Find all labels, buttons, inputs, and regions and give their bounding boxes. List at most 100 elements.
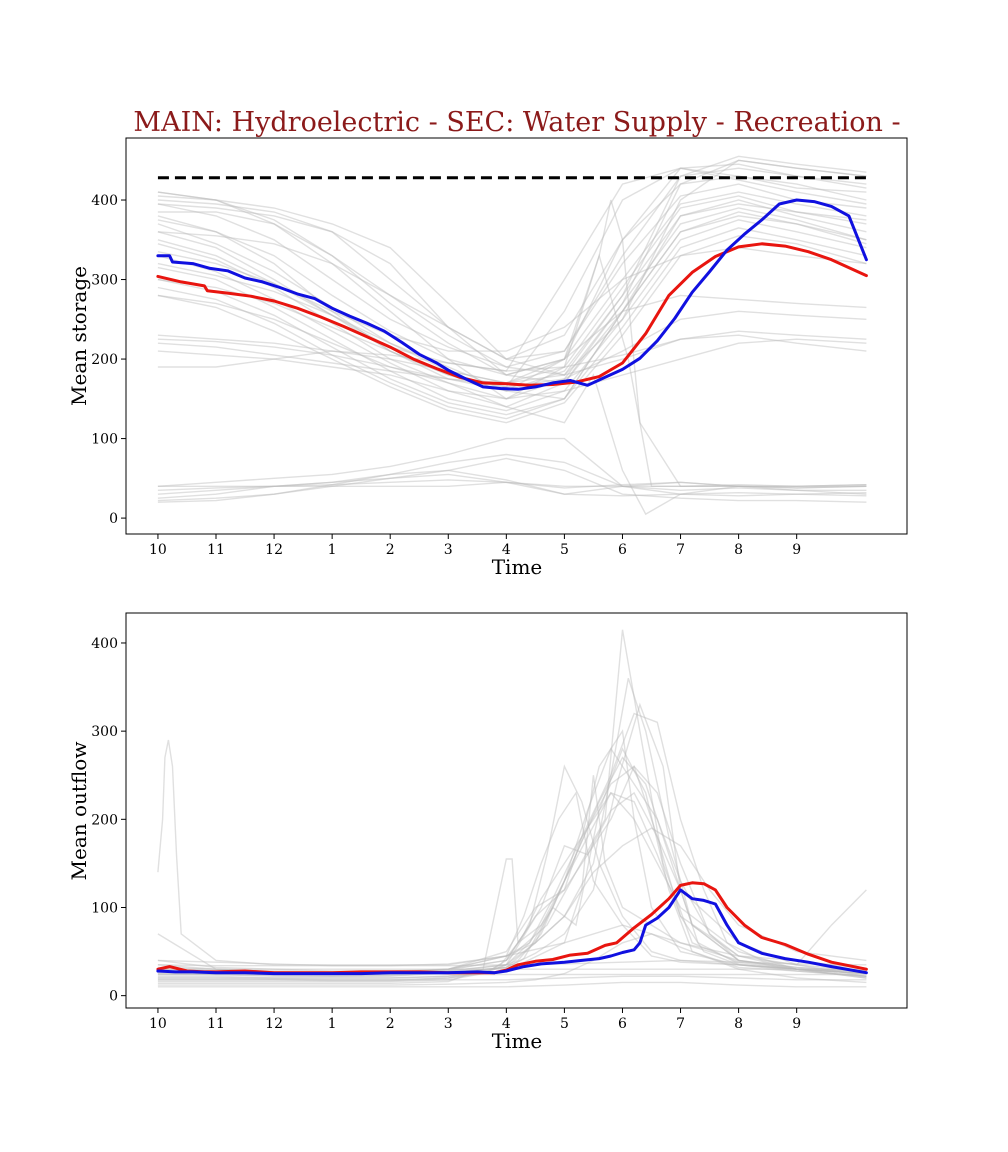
outflow-y-tick-label: 0 xyxy=(109,989,118,1005)
outflow-plot-frame xyxy=(125,612,908,1009)
storage-x-tick-label: 10 xyxy=(149,542,167,558)
storage-background-line-9 xyxy=(157,211,867,420)
outflow-background-line-9 xyxy=(157,765,867,979)
storage-background-line-1 xyxy=(157,183,867,368)
outflow-background-line-2 xyxy=(157,791,867,972)
outflow-background-line-18 xyxy=(157,933,867,986)
outflow-x-tick-label: 6 xyxy=(618,1016,627,1032)
outflow-background-line-21 xyxy=(157,959,867,967)
outflow-x-axis-label: Time xyxy=(492,1029,543,1053)
outflow-x-tick-label: 7 xyxy=(676,1016,685,1032)
outflow-x-tick-label: 5 xyxy=(560,1016,569,1032)
storage-background-line-31 xyxy=(157,469,867,502)
storage-background-line-0 xyxy=(157,175,867,360)
outflow-x-tick-label: 4 xyxy=(502,1016,511,1032)
storage-x-tick-label: 8 xyxy=(734,542,743,558)
storage-y-axis-label: Mean storage xyxy=(67,266,91,406)
storage-y-tick-label: 200 xyxy=(91,352,118,368)
storage-background-line-25 xyxy=(157,481,867,487)
outflow-series-line-1 xyxy=(156,888,868,976)
outflow-background-line-12 xyxy=(157,747,867,978)
outflow-y-tick-label: 300 xyxy=(91,724,118,740)
outflow-y-tick-label: 200 xyxy=(91,812,118,828)
outflow-background-line-22 xyxy=(157,975,867,981)
storage-y-tick-label: 100 xyxy=(91,432,118,448)
storage-background-line-33 xyxy=(157,253,867,488)
storage-background-series xyxy=(157,155,867,516)
outflow-background-line-16 xyxy=(157,775,867,979)
storage-background-line-12 xyxy=(157,163,867,376)
storage-x-tick-label: 12 xyxy=(265,542,283,558)
outflow-background-line-17 xyxy=(157,827,867,967)
storage-x-tick-label: 7 xyxy=(676,542,685,558)
storage-background-line-24 xyxy=(157,155,867,376)
outflow-x-ticks: 10 11 12 1 2 3 4 5 6 7 8 9 xyxy=(149,1008,801,1032)
storage-background-line-10 xyxy=(157,235,867,424)
storage-background-line-7 xyxy=(157,219,867,412)
outflow-x-tick-label: 9 xyxy=(792,1016,801,1032)
storage-series-line-0 xyxy=(156,242,868,387)
storage-x-tick-label: 3 xyxy=(444,542,453,558)
storage-x-ticks: 10 11 12 1 2 3 4 5 6 7 8 9 xyxy=(149,534,801,558)
outflow-background-line-10 xyxy=(157,756,867,981)
storage-background-line-29 xyxy=(157,457,867,503)
outflow-x-tick-label: 11 xyxy=(207,1016,225,1032)
storage-background-line-20 xyxy=(157,294,867,384)
storage-x-tick-label: 4 xyxy=(502,542,511,558)
storage-background-line-8 xyxy=(157,227,867,416)
outflow-x-tick-label: 1 xyxy=(328,1016,337,1032)
storage-background-line-15 xyxy=(157,203,867,400)
storage-background-line-13 xyxy=(157,167,867,388)
storage-y-tick-label: 300 xyxy=(91,273,118,289)
storage-background-line-28 xyxy=(157,453,867,499)
outflow-y-axis-label: Mean outflow xyxy=(67,742,91,881)
outflow-background-line-13 xyxy=(157,791,867,982)
storage-x-tick-label: 5 xyxy=(560,542,569,558)
outflow-background-line-15 xyxy=(157,792,867,984)
storage-background-line-14 xyxy=(157,167,867,372)
storage-background-line-5 xyxy=(157,207,867,400)
storage-main-series xyxy=(156,198,868,391)
outflow-background-line-5 xyxy=(157,629,867,975)
storage-background-line-34 xyxy=(157,294,867,516)
storage-x-axis-label: Time xyxy=(492,555,543,579)
outflow-y-ticks: 0 100 200 300 400 xyxy=(91,636,126,1005)
outflow-x-tick-label: 3 xyxy=(444,1016,453,1032)
outflow-background-line-7 xyxy=(157,747,867,977)
storage-background-line-16 xyxy=(157,310,867,388)
outflow-x-tick-label: 2 xyxy=(386,1016,395,1032)
storage-background-line-4 xyxy=(157,199,867,392)
outflow-x-tick-label: 12 xyxy=(265,1016,283,1032)
storage-background-line-27 xyxy=(157,473,867,495)
outflow-y-tick-label: 100 xyxy=(91,900,118,916)
storage-x-tick-label: 2 xyxy=(386,542,395,558)
storage-background-line-23 xyxy=(157,159,867,384)
storage-background-line-26 xyxy=(157,479,867,491)
storage-background-line-30 xyxy=(157,437,867,497)
storage-x-tick-label: 6 xyxy=(618,542,627,558)
outflow-background-series xyxy=(157,629,867,988)
figure-title: MAIN: Hydroelectric - SEC: Water Supply … xyxy=(133,107,900,138)
storage-background-line-22 xyxy=(157,159,867,376)
storage-background-line-2 xyxy=(157,191,867,376)
storage-x-tick-label: 9 xyxy=(792,542,801,558)
storage-y-tick-label: 400 xyxy=(91,193,118,209)
storage-background-line-11 xyxy=(157,167,867,360)
storage-background-line-32 xyxy=(157,191,867,489)
storage-background-line-18 xyxy=(157,334,867,372)
storage-x-tick-label: 1 xyxy=(328,542,337,558)
storage-background-line-19 xyxy=(157,338,867,400)
storage-y-ticks: 0 100 200 300 400 xyxy=(91,193,126,527)
outflow-background-line-0 xyxy=(157,739,867,970)
outflow-background-line-6 xyxy=(157,702,867,977)
storage-background-line-6 xyxy=(157,215,867,408)
storage-plot-frame xyxy=(125,137,908,535)
outflow-x-tick-label: 8 xyxy=(734,1016,743,1032)
outflow-main-series xyxy=(156,881,868,976)
storage-x-tick-label: 11 xyxy=(207,542,225,558)
storage-y-tick-label: 0 xyxy=(109,511,118,527)
storage-series-line-1 xyxy=(156,198,868,391)
